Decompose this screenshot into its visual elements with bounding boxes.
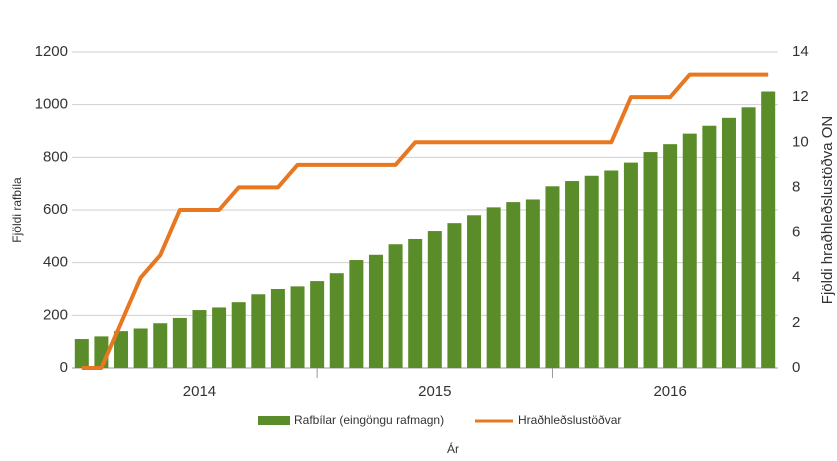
bar [310,281,325,368]
bar [702,125,717,368]
bar [525,199,540,368]
legend-label: Hraðhleðslustöðvar [518,413,621,427]
bar [133,328,148,368]
bar [153,323,168,368]
bar [192,310,207,368]
y-tick-label: 200 [43,306,68,323]
bar [506,202,521,368]
y2-tick-label: 4 [792,269,800,286]
y2-axis-title: Fjöldi hraðhleðslustöðva ON [819,116,836,304]
bar [212,307,227,368]
bar [604,170,619,368]
x-tick-label: 2015 [418,383,451,400]
bar [329,273,344,368]
y2-tick-label: 6 [792,224,800,241]
bar [643,152,658,368]
bar [388,244,403,368]
bar [623,162,638,368]
line [81,72,769,370]
y-tick-label: 0 [60,359,68,376]
y2-tick-label: 2 [792,314,800,331]
bar [231,302,246,368]
bar [368,254,383,368]
bar [427,231,442,368]
bar [584,175,599,368]
bar [251,294,266,368]
bar [408,238,423,368]
legend-swatch [258,416,290,425]
bar [761,91,776,368]
bar [290,286,305,368]
bar [565,181,580,368]
bar [721,117,736,368]
y-axis-title: Fjöldi rafbíla [10,177,24,243]
x-tick-label: 2016 [653,383,686,400]
bar [741,107,756,369]
bar [545,186,560,368]
bar [114,331,129,368]
bar [682,133,697,368]
y-tick-label: 400 [43,254,68,271]
y-tick-label: 1200 [35,43,68,60]
bar [663,144,678,368]
y2-tick-label: 14 [792,43,809,60]
y-tick-label: 1000 [35,96,68,113]
bar [467,215,482,368]
y2-tick-label: 12 [792,88,809,105]
x-axis-title: Ár [447,441,459,456]
bar [270,289,285,368]
bar [74,339,89,368]
y2-tick-label: 8 [792,178,800,195]
y2-tick-label: 10 [792,133,809,150]
legend-label: Rafbílar (eingöngu rafmagn) [294,413,444,427]
x-tick-label: 2014 [183,383,216,400]
bar [447,223,462,368]
bar [172,317,187,368]
bar [486,207,501,368]
y-tick-label: 600 [43,201,68,218]
bar [349,260,364,368]
y2-tick-label: 0 [792,359,800,376]
y-tick-label: 800 [43,148,68,165]
